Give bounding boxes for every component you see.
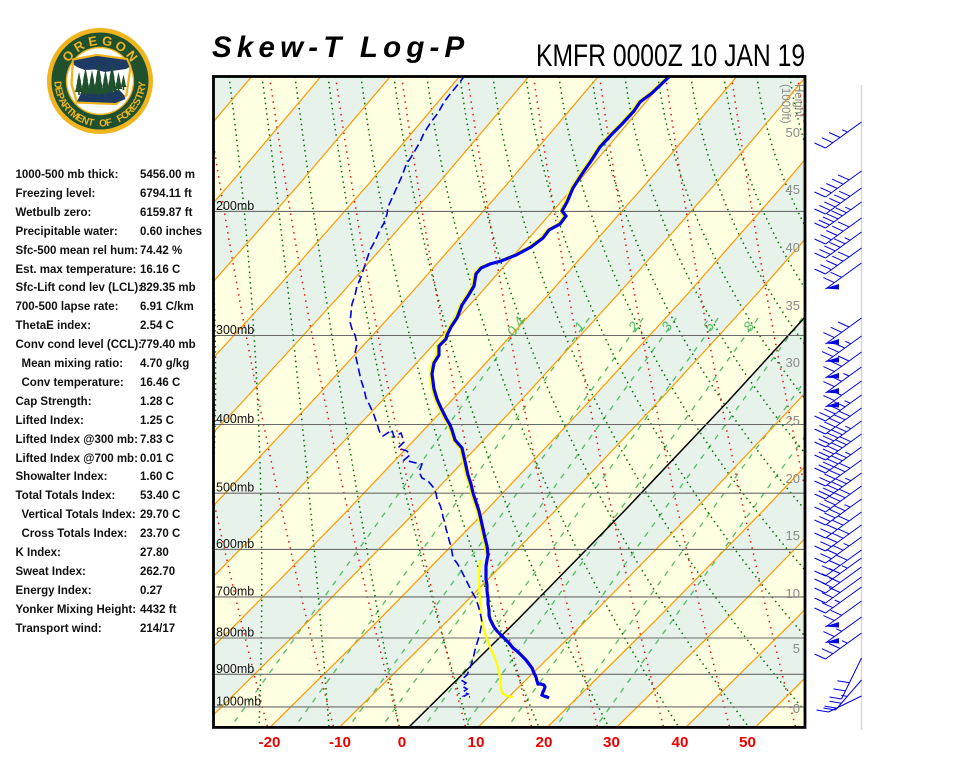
svg-text:F: F: [115, 113, 126, 126]
svg-text:5: 5: [793, 641, 800, 656]
svg-text:T: T: [87, 117, 95, 129]
svg-text:E: E: [87, 33, 99, 49]
svg-text:S: S: [131, 96, 144, 107]
svg-text:O: O: [99, 118, 108, 130]
svg-text:N: N: [80, 115, 91, 128]
svg-text:40: 40: [672, 734, 689, 751]
svg-text:700mb: 700mb: [216, 584, 254, 598]
svg-text:200mb: 200mb: [216, 199, 254, 213]
svg-text:50: 50: [786, 125, 800, 140]
svg-text:P: P: [54, 91, 67, 102]
svg-text:Height: Height: [792, 84, 804, 118]
svg-text:40: 40: [786, 240, 800, 255]
svg-text:400mb: 400mb: [216, 412, 254, 426]
svg-text:30: 30: [603, 734, 620, 751]
svg-text:45: 45: [786, 182, 800, 197]
svg-text:A: A: [56, 96, 69, 108]
svg-text:800mb: 800mb: [216, 626, 254, 640]
svg-text:F: F: [105, 117, 113, 129]
svg-text:900mb: 900mb: [216, 662, 254, 676]
svg-text:500mb: 500mb: [216, 481, 254, 495]
svg-text:1000mb: 1000mb: [216, 694, 261, 708]
svg-text:(1000ft): (1000ft): [779, 84, 791, 124]
svg-text:20: 20: [786, 471, 800, 486]
svg-text:-20: -20: [259, 734, 281, 751]
svg-text:30: 30: [786, 355, 800, 370]
svg-text:D: D: [51, 81, 63, 89]
svg-text:25: 25: [786, 413, 800, 428]
svg-text:T: T: [134, 92, 146, 102]
svg-text:20: 20: [536, 734, 553, 751]
svg-text:50: 50: [739, 734, 756, 751]
svg-text:G: G: [101, 33, 114, 50]
svg-text:0: 0: [793, 701, 800, 716]
svg-text:0: 0: [398, 734, 406, 751]
svg-text:300mb: 300mb: [216, 323, 254, 337]
svg-text:35: 35: [786, 298, 800, 313]
svg-text:600mb: 600mb: [216, 537, 254, 551]
svg-text:R: R: [136, 85, 149, 95]
svg-text:10: 10: [786, 586, 800, 601]
svg-text:-10: -10: [329, 734, 351, 751]
svg-text:E: E: [74, 112, 85, 125]
svg-text:10: 10: [468, 734, 485, 751]
svg-text:Y: Y: [137, 81, 149, 89]
svg-text:15: 15: [786, 528, 800, 543]
svg-text:E: E: [52, 86, 64, 95]
